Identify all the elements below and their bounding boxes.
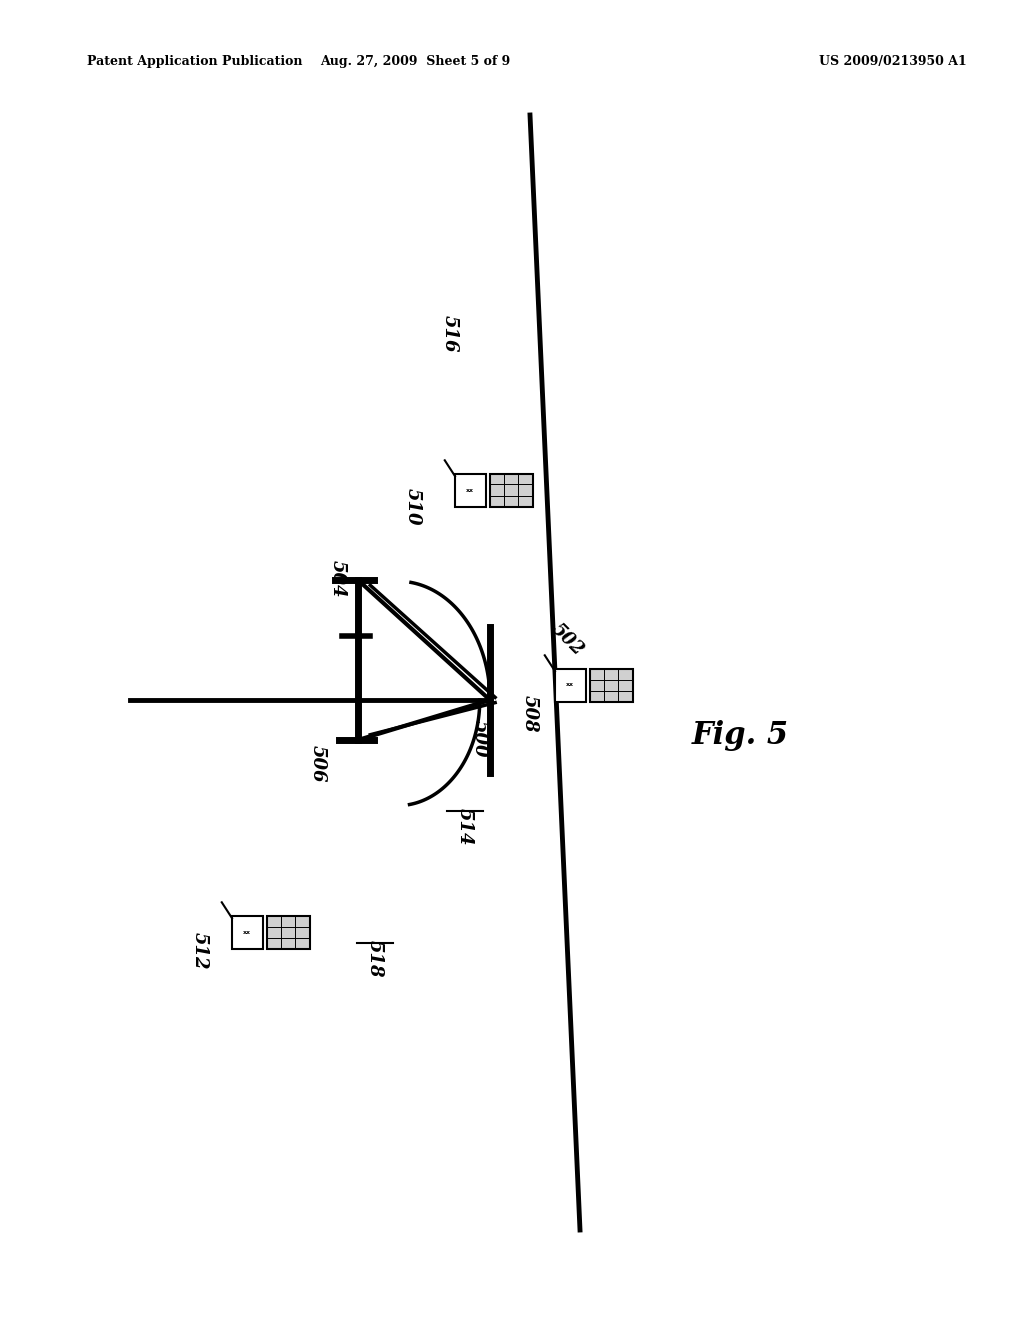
Bar: [267, 916, 310, 949]
Text: 516: 516: [441, 315, 459, 352]
Text: 510: 510: [404, 488, 422, 525]
Bar: [489, 474, 532, 507]
Text: US 2009/0213950 A1: US 2009/0213950 A1: [819, 55, 967, 69]
Text: 518: 518: [366, 940, 384, 978]
Bar: [590, 668, 633, 701]
Text: xx: xx: [466, 487, 474, 492]
Text: xx: xx: [566, 682, 574, 688]
Text: 502: 502: [548, 620, 587, 659]
Text: 514: 514: [456, 808, 474, 846]
Text: 500: 500: [471, 719, 489, 758]
Text: 506: 506: [309, 744, 327, 783]
Text: Fig. 5: Fig. 5: [691, 719, 788, 751]
Text: xx: xx: [244, 929, 251, 935]
Bar: [455, 474, 485, 507]
Bar: [555, 668, 586, 701]
Text: Aug. 27, 2009  Sheet 5 of 9: Aug. 27, 2009 Sheet 5 of 9: [319, 55, 510, 69]
Text: 512: 512: [191, 932, 209, 969]
Text: 504: 504: [329, 560, 347, 598]
Text: Patent Application Publication: Patent Application Publication: [87, 55, 302, 69]
Bar: [232, 916, 263, 949]
Text: 508: 508: [521, 696, 539, 733]
